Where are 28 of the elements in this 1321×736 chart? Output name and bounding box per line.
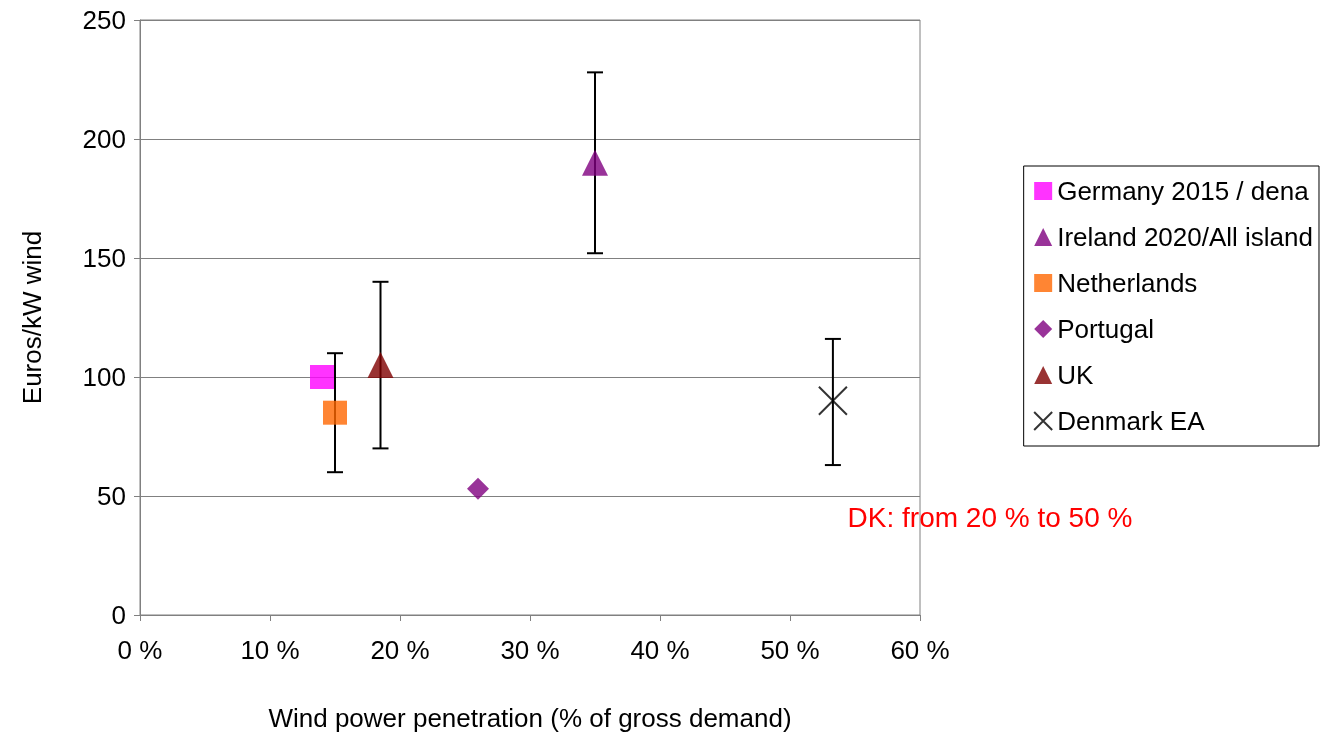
y-tick-label: 200 (82, 124, 126, 154)
legend-label: UK (1057, 360, 1094, 390)
point (323, 400, 347, 425)
point (467, 477, 489, 500)
x-tick-label: 0 % (117, 635, 163, 665)
x-tick-label: 30 % (500, 635, 560, 665)
legend-label: Germany 2015 / dena (1057, 176, 1310, 206)
y-tick-label: 50 (97, 481, 126, 511)
x-tick-label: 10 % (240, 635, 300, 665)
legend-label: Denmark EA (1057, 406, 1206, 436)
point (582, 149, 608, 176)
point (367, 352, 394, 379)
annotation: DK: from 20 % to 50 % (847, 501, 1133, 533)
y-tick-label: 250 (82, 5, 126, 35)
x-tick-label: 60 % (890, 635, 950, 665)
point (310, 365, 334, 389)
y-tick-label: 100 (82, 362, 126, 392)
legend-label: Ireland 2020/All island (1057, 222, 1314, 252)
x-axis-title: Wind power penetration (% of gross demand) (268, 703, 792, 733)
point (817, 385, 848, 416)
x-tick-label: 20 % (370, 635, 430, 665)
legend-label: Portugal (1057, 314, 1155, 344)
y-tick-label: 0 (111, 600, 126, 630)
x-tick-label: 40 % (630, 635, 690, 665)
x-tick-label: 50 % (760, 635, 820, 665)
y-axis-title: Euros/kW wind (17, 230, 47, 405)
legend-label: Netherlands (1057, 268, 1198, 298)
y-tick-label: 150 (82, 243, 126, 273)
